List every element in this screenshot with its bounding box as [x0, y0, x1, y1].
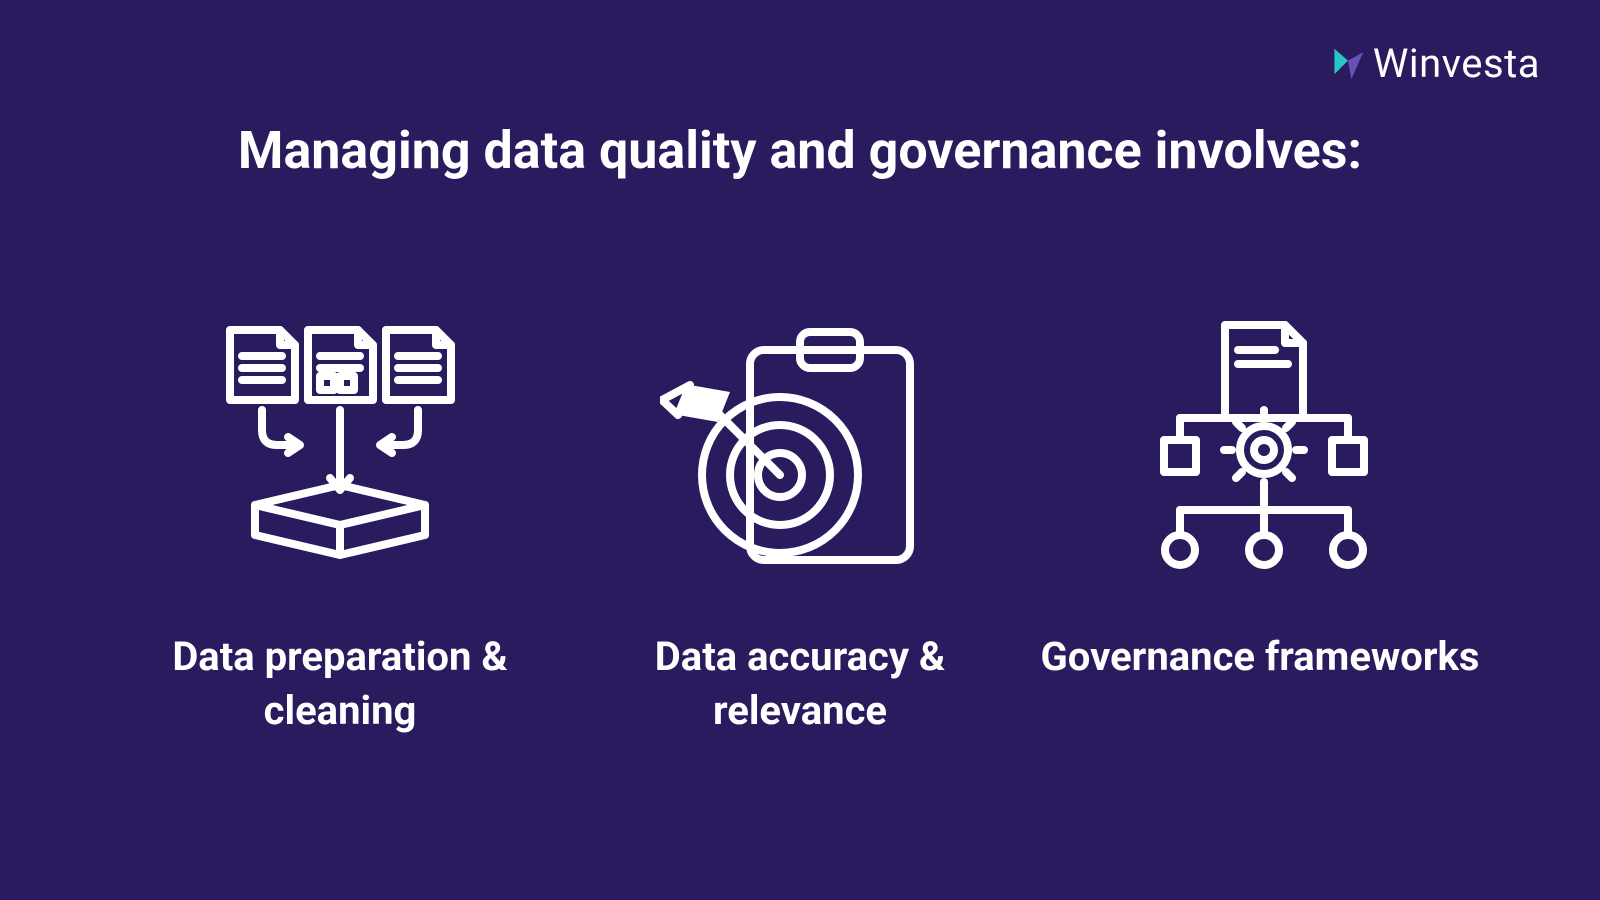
column-governance: Governance frameworks	[1040, 300, 1480, 738]
page-title: Managing data quality and governance inv…	[0, 115, 1600, 188]
data-accuracy-icon	[660, 300, 940, 600]
column-data-accuracy: Data accuracy & relevance	[580, 300, 1020, 738]
brand-logo-mark	[1331, 45, 1365, 83]
column-label: Data accuracy & relevance	[580, 630, 1020, 738]
governance-icon	[1120, 300, 1400, 600]
brand-logo: Winvesta	[1331, 40, 1540, 87]
column-label: Governance frameworks	[1041, 630, 1480, 684]
column-label: Data preparation & cleaning	[120, 630, 560, 738]
feature-columns: Data preparation & cleaning Data accurac…	[0, 300, 1600, 738]
brand-name: Winvesta	[1373, 40, 1540, 87]
data-preparation-icon	[200, 300, 480, 600]
column-data-preparation: Data preparation & cleaning	[120, 300, 560, 738]
